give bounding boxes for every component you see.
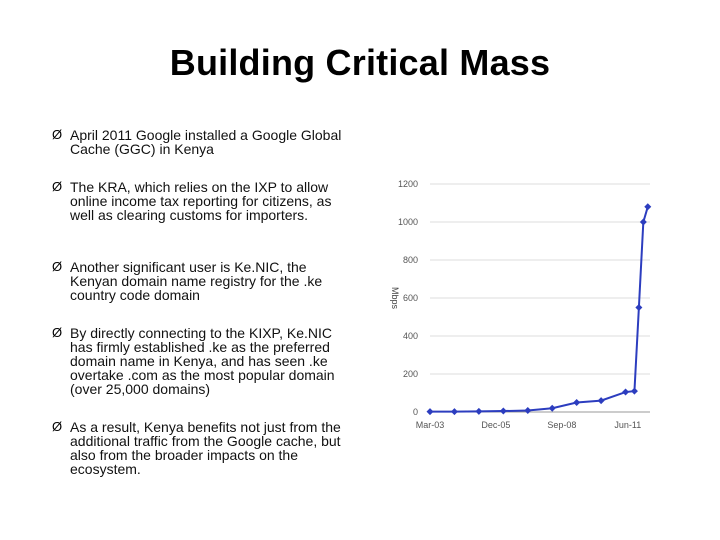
traffic-line-chart: 0 200 400 600 800 1000 1200 Mar-03 Dec-05 Sep-08… bbox=[390, 179, 652, 430]
bullet-text: The KRA, which relies on the IXP to allo… bbox=[70, 179, 332, 223]
bullet-item: Ø Another significant user is Ke.NIC, th… bbox=[52, 259, 352, 303]
data-point bbox=[499, 407, 507, 415]
chart-series bbox=[426, 203, 652, 416]
bullet-text: Another significant user is Ke.NIC, the … bbox=[70, 259, 323, 303]
data-point bbox=[597, 397, 605, 405]
y-tick-label: 0 bbox=[413, 407, 418, 417]
bullet-text: April 2011 Google installed a Google Glo… bbox=[70, 127, 342, 157]
bullet-item: Ø By directly connecting to the KIXP, Ke… bbox=[52, 325, 352, 397]
bullet-text: As a result, Kenya benefits not just fro… bbox=[70, 419, 341, 477]
bullet-arrow-icon: Ø bbox=[52, 325, 63, 340]
bullet-item: Ø April 2011 Google installed a Google G… bbox=[52, 127, 352, 157]
data-point bbox=[573, 399, 581, 406]
y-tick-label: 400 bbox=[403, 331, 418, 341]
x-tick-label: Dec-05 bbox=[481, 420, 510, 430]
y-tick-label: 600 bbox=[403, 293, 418, 303]
data-point bbox=[622, 388, 630, 396]
y-tick-label: 800 bbox=[403, 255, 418, 265]
data-point bbox=[639, 218, 647, 226]
bullet-text: By directly connecting to the KIXP, Ke.N… bbox=[70, 325, 335, 397]
x-tick-label: Jun-11 bbox=[614, 420, 641, 430]
bullet-arrow-icon: Ø bbox=[52, 419, 63, 434]
data-point bbox=[548, 404, 556, 412]
data-point bbox=[644, 203, 652, 211]
data-point bbox=[635, 304, 643, 311]
x-tick-label: Mar-03 bbox=[416, 420, 445, 430]
data-point bbox=[475, 407, 483, 415]
bullet-item: Ø As a result, Kenya benefits not just f… bbox=[52, 419, 352, 477]
data-point bbox=[426, 408, 434, 416]
bullet-arrow-icon: Ø bbox=[52, 179, 63, 194]
bullet-arrow-icon: Ø bbox=[52, 127, 63, 142]
slide-title: Building Critical Mass bbox=[169, 42, 551, 83]
x-tick-label: Sep-08 bbox=[547, 420, 576, 430]
data-point bbox=[524, 406, 532, 414]
data-point bbox=[450, 408, 458, 416]
y-axis-ticks: 0 200 400 600 800 1000 1200 bbox=[398, 179, 418, 417]
y-axis-label: Mbps bbox=[390, 287, 400, 310]
series-line bbox=[430, 206, 649, 413]
data-point bbox=[630, 387, 638, 395]
y-tick-label: 200 bbox=[403, 369, 418, 379]
bullet-arrow-icon: Ø bbox=[52, 259, 63, 274]
chart-gridlines bbox=[430, 183, 650, 413]
bullet-item: Ø The KRA, which relies on the IXP to al… bbox=[52, 179, 352, 223]
y-tick-label: 1200 bbox=[398, 179, 418, 189]
y-tick-label: 1000 bbox=[398, 217, 418, 227]
x-axis-ticks: Mar-03 Dec-05 Sep-08 Jun-11 bbox=[416, 420, 641, 430]
